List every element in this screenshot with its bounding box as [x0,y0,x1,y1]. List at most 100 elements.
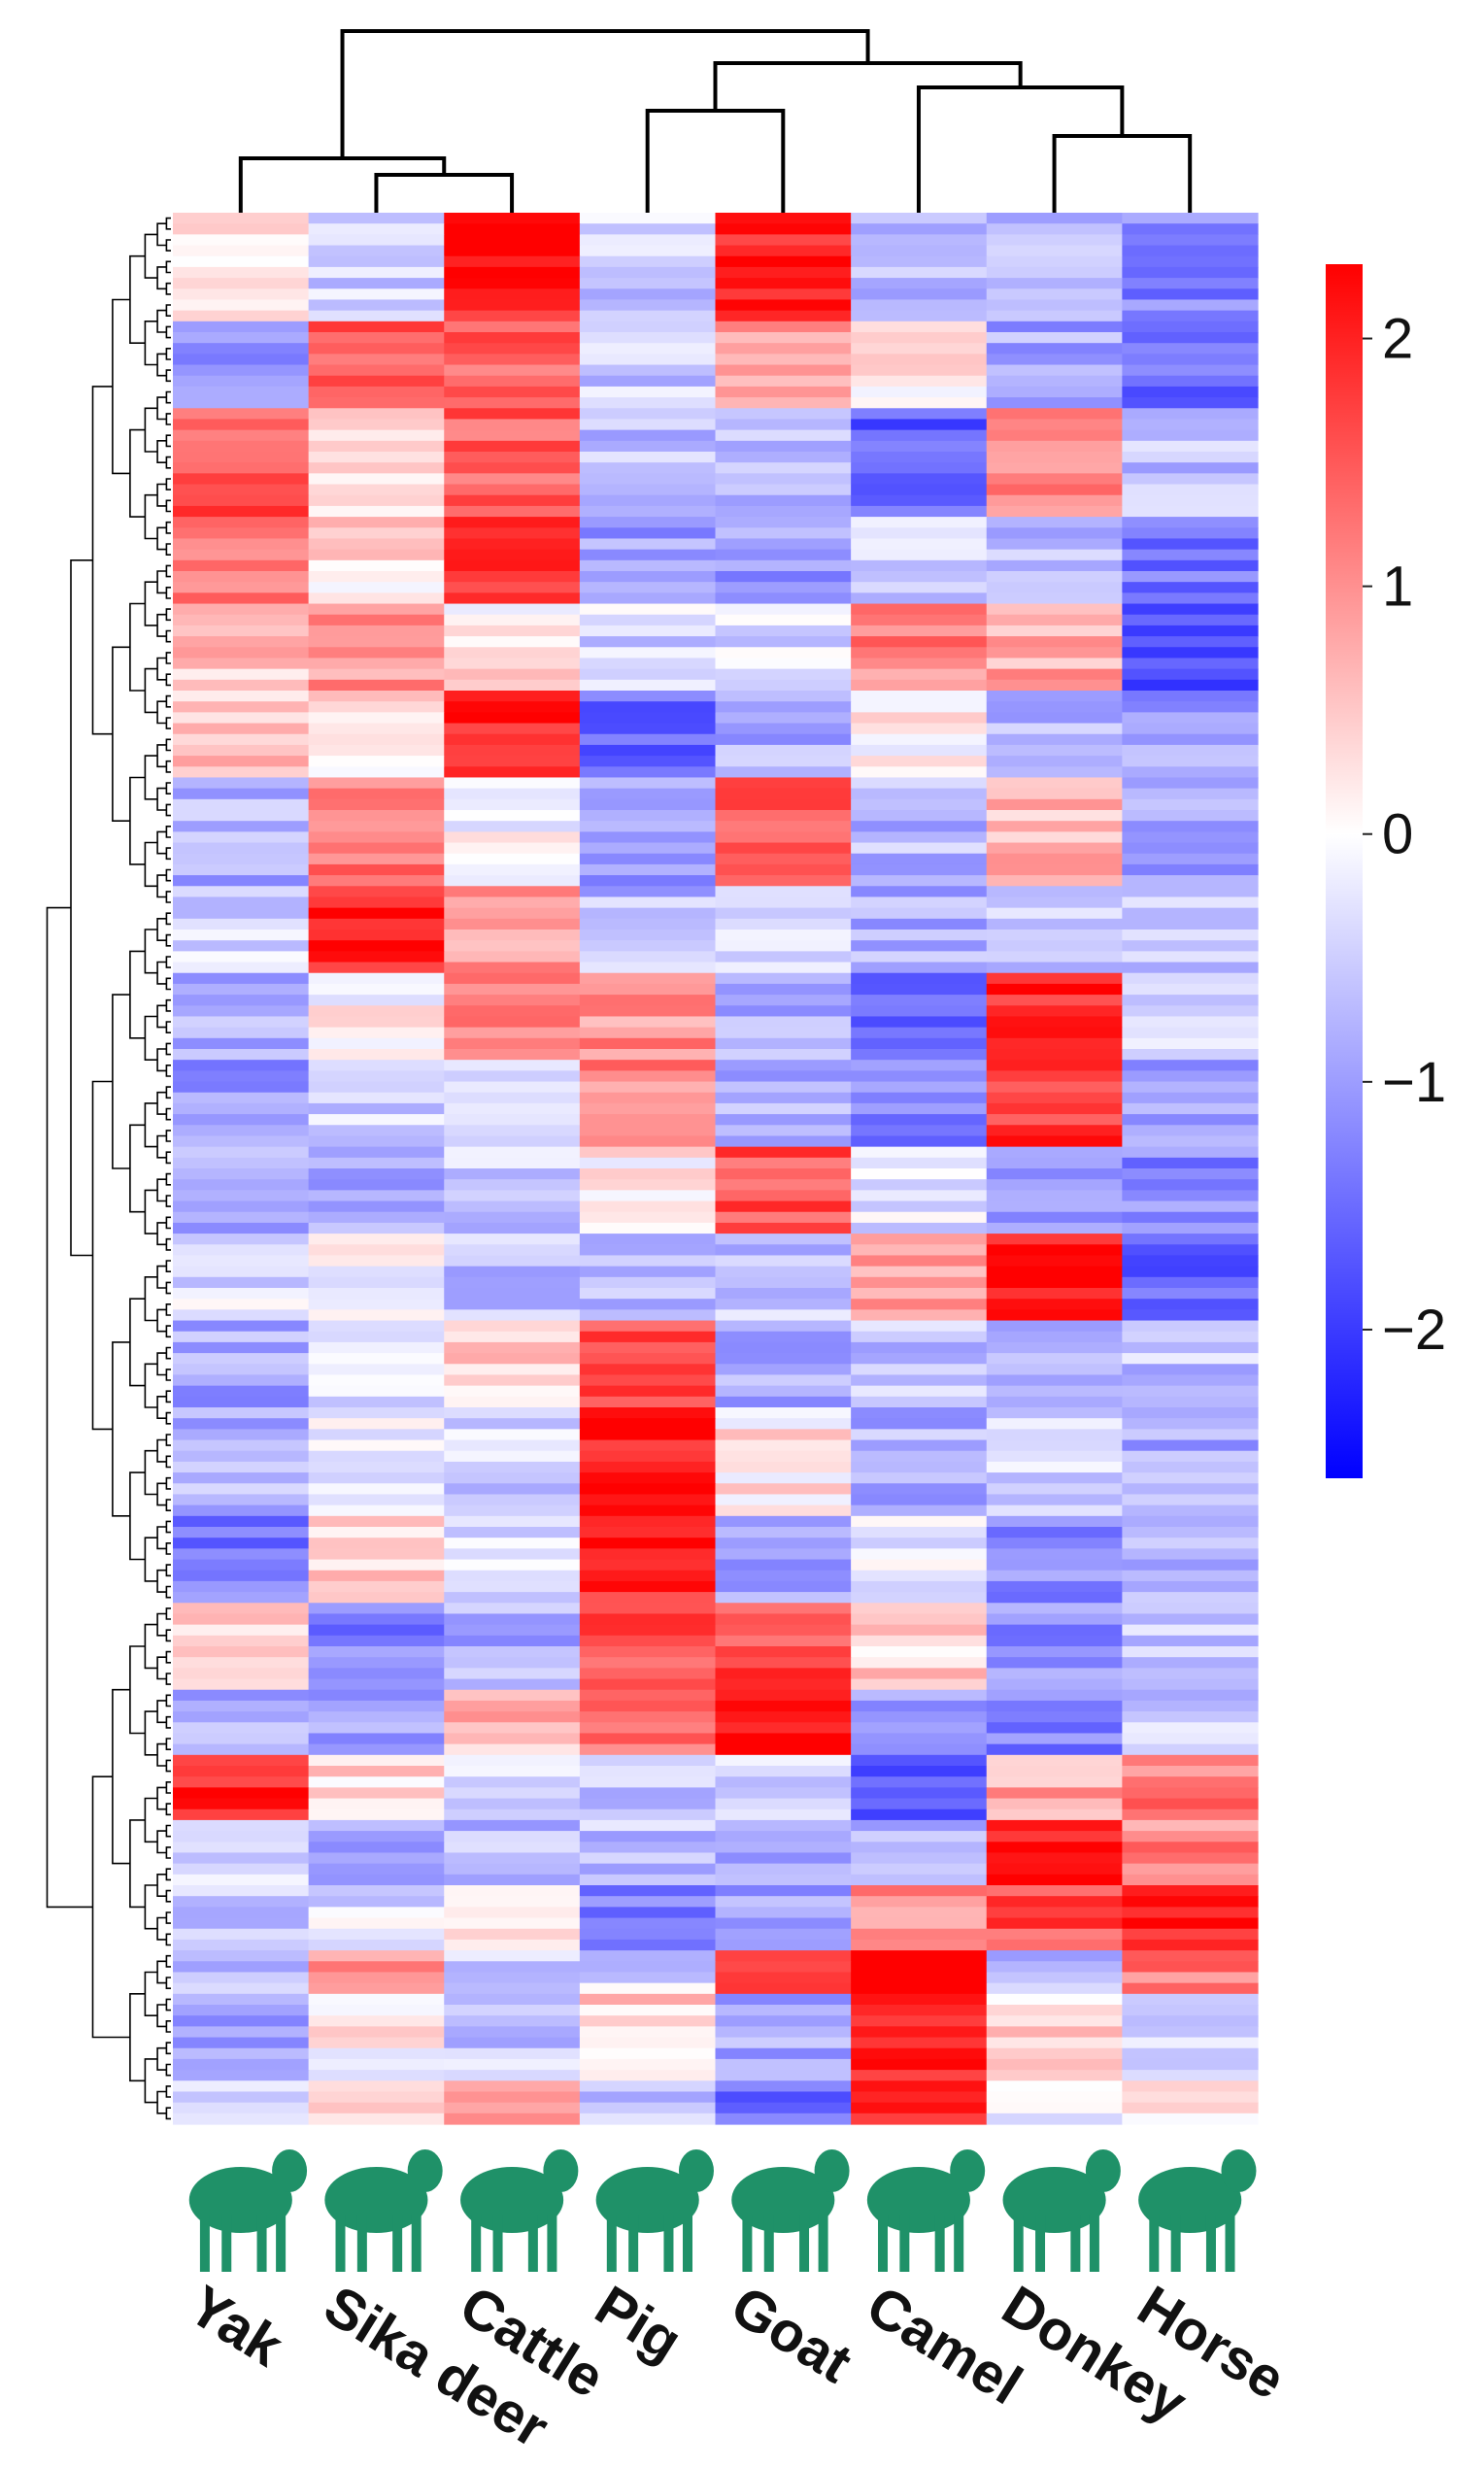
heatmap-cell [308,255,445,268]
heatmap-cell [308,245,445,257]
heatmap-cell [1122,1353,1259,1365]
row-dendrogram-link [165,1868,171,1881]
heatmap-cell [851,1917,988,1930]
heatmap-cell [1122,744,1259,757]
heatmap-cell [308,1592,445,1604]
heatmap-cell [579,1613,717,1626]
heatmap-cell [715,1200,852,1213]
sample-label: Yak [178,2274,294,2380]
heatmap-cell [308,1754,445,1767]
heatmap-cell [173,278,310,289]
heatmap-cell [579,1809,717,1821]
heatmap-cell [444,886,581,898]
heatmap-cell [1122,213,1259,224]
heatmap-cell [851,484,988,496]
heatmap-cell [579,712,717,725]
heatmap-cell [986,1950,1123,1962]
heatmap-cell [173,452,310,463]
heatmap-cell [308,1060,445,1071]
heatmap-cell [444,1179,581,1191]
heatmap-cell [308,2070,445,2081]
heatmap-cell [308,1234,445,1245]
heatmap-cell [173,517,310,528]
heatmap-cell [173,1863,310,1876]
heatmap-cell [715,1309,852,1322]
heatmap-cell [986,1917,1123,1930]
row-dendrogram-link [144,233,158,279]
heatmap-cell [173,2102,310,2114]
heatmap-cell [579,2113,717,2125]
heatmap-cell [851,1787,988,1800]
heatmap-cell [986,1016,1123,1029]
heatmap-cell [1122,1776,1259,1788]
row-dendrogram-link [156,1308,167,1333]
heatmap-cell [1122,429,1259,442]
heatmap-cell [173,1049,310,1061]
heatmap-cell [173,1472,310,1484]
row-dendrogram-link [165,1195,171,1207]
heatmap-cell [715,234,852,247]
heatmap-cell [579,821,717,832]
heatmap-cell [715,310,852,322]
heatmap-cell [851,538,988,551]
row-dendrogram-link [165,587,171,599]
heatmap-cell [579,691,717,702]
row-dendrogram-link [129,1471,146,1561]
colorbar-tick-label: −2 [1382,1299,1446,1362]
row-dendrogram-link [144,755,158,800]
heatmap-cell [308,1527,445,1538]
heatmap-cell [173,2026,310,2039]
row-dendrogram-link [144,1623,158,1670]
colorbar-tick-label: −1 [1382,1051,1446,1114]
heatmap-cell [579,234,717,247]
heatmap-cell [715,1580,852,1593]
row-dendrogram-link [156,2004,167,2028]
heatmap-cell [579,1288,717,1300]
heatmap-cell [851,213,988,224]
heatmap-cell [1122,321,1259,333]
row-dendrogram-link [112,646,130,822]
heatmap-cell [851,1027,988,1039]
heatmap-cell [715,452,852,463]
heatmap-cell [715,951,852,964]
heatmap-cell [579,614,717,626]
heatmap-cell [579,1168,717,1180]
heatmap-cell [444,983,581,996]
heatmap-cell [579,1570,717,1582]
heatmap-cell [986,245,1123,257]
heatmap-cell [444,1146,581,1159]
heatmap-cell [851,1114,988,1126]
heatmap-cell [173,364,310,377]
heatmap-cell [851,1200,988,1213]
heatmap-cell [579,983,717,996]
heatmap-cell [444,831,581,844]
heatmap-cell [851,408,988,421]
heatmap-cell [851,733,988,746]
heatmap-cell [715,408,852,421]
heatmap-cell [986,332,1123,344]
heatmap-cell [986,1135,1123,1148]
heatmap-cell [715,1234,852,1245]
row-dendrogram-link [165,1172,171,1186]
heatmap-cell [851,1819,988,1832]
heatmap-cell [715,1852,852,1865]
heatmap-cell [308,1483,445,1496]
heatmap-cell [851,299,988,312]
heatmap-cell [173,1950,310,1962]
heatmap-cell [1122,1266,1259,1278]
heatmap-cell [986,1538,1123,1549]
row-dendrogram-link [165,1846,171,1859]
heatmap-cell [308,452,445,463]
heatmap-cell [715,712,852,725]
heatmap-cell [173,842,310,855]
heatmap-cell [444,995,581,1006]
heatmap-cell [1122,2037,1259,2049]
heatmap-cell [715,2113,852,2125]
heatmap-cell [851,1037,988,1050]
row-dendrogram-link [165,1738,171,1750]
heatmap-cell [1122,1657,1259,1669]
heatmap-cell [986,1385,1123,1398]
heatmap-cell [308,647,445,659]
heatmap-cell [986,419,1123,431]
heatmap-cell [444,1341,581,1354]
